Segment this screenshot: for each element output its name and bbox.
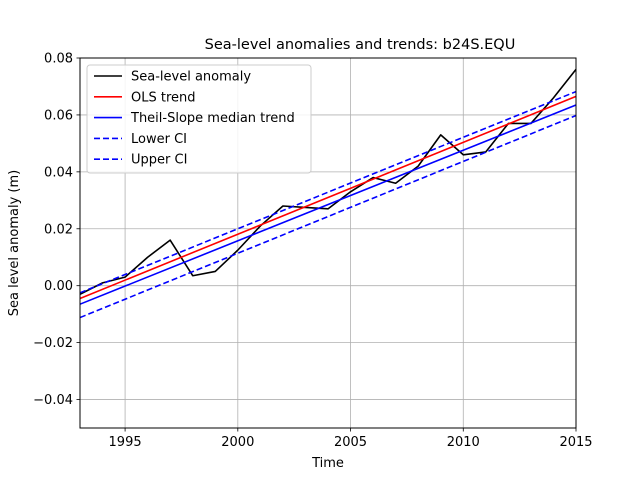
series-line-ols-trend [79, 95, 577, 300]
y-tick-label: 0.04 [44, 165, 73, 180]
legend-label-lower-ci: Lower CI [131, 132, 187, 147]
x-tick-label: 1995 [109, 435, 142, 450]
legend-items: Sea-level anomaly OLS trend Theil-Slope me… [94, 70, 295, 168]
y-tick-label: −0.04 [33, 393, 73, 408]
y-tick-label: 0.08 [44, 52, 73, 67]
x-tick-label: 2005 [334, 435, 367, 450]
x-tick-label: 2000 [221, 435, 254, 450]
legend-label-upper-ci: Upper CI [131, 153, 187, 168]
y-tick-label: 0.06 [44, 108, 73, 123]
legend-label-ols-trend: OLS trend [131, 90, 196, 105]
y-tick-label: 0.00 [44, 279, 73, 294]
series-line-lower-ci [79, 114, 577, 319]
chart-title: Sea-level anomalies and trends: b24S.EQU [205, 37, 516, 53]
x-tick-label: 2010 [447, 435, 480, 450]
series-line-upper-ci [79, 90, 577, 294]
legend-box [86, 64, 312, 174]
legend-label-theil-slope-median-trend: Theil-Slope median trend [130, 111, 295, 126]
x-tick-label: 2015 [559, 435, 592, 450]
y-axis-label: Sea level anomaly (m) [7, 170, 22, 316]
series-layer [79, 68, 577, 319]
series-line-sea-level-anomaly [79, 68, 577, 295]
y-tick-label: −0.02 [33, 336, 73, 351]
legend-label-sea-level-anomaly: Sea-level anomaly [131, 70, 251, 85]
series-line-theil-slope-median-trend [79, 104, 577, 305]
x-axis-label: Time [311, 456, 344, 471]
y-tick-label: 0.02 [44, 222, 73, 237]
plot-frame [79, 57, 577, 429]
y-axis: −0.04 −0.02 0.00 0.02 0.04 0.06 0.08 [33, 52, 80, 408]
legend: Sea-level anomaly OLS trend Theil-Slope me… [86, 64, 312, 174]
x-axis: 1995 2000 2005 2010 2015 [109, 428, 593, 450]
